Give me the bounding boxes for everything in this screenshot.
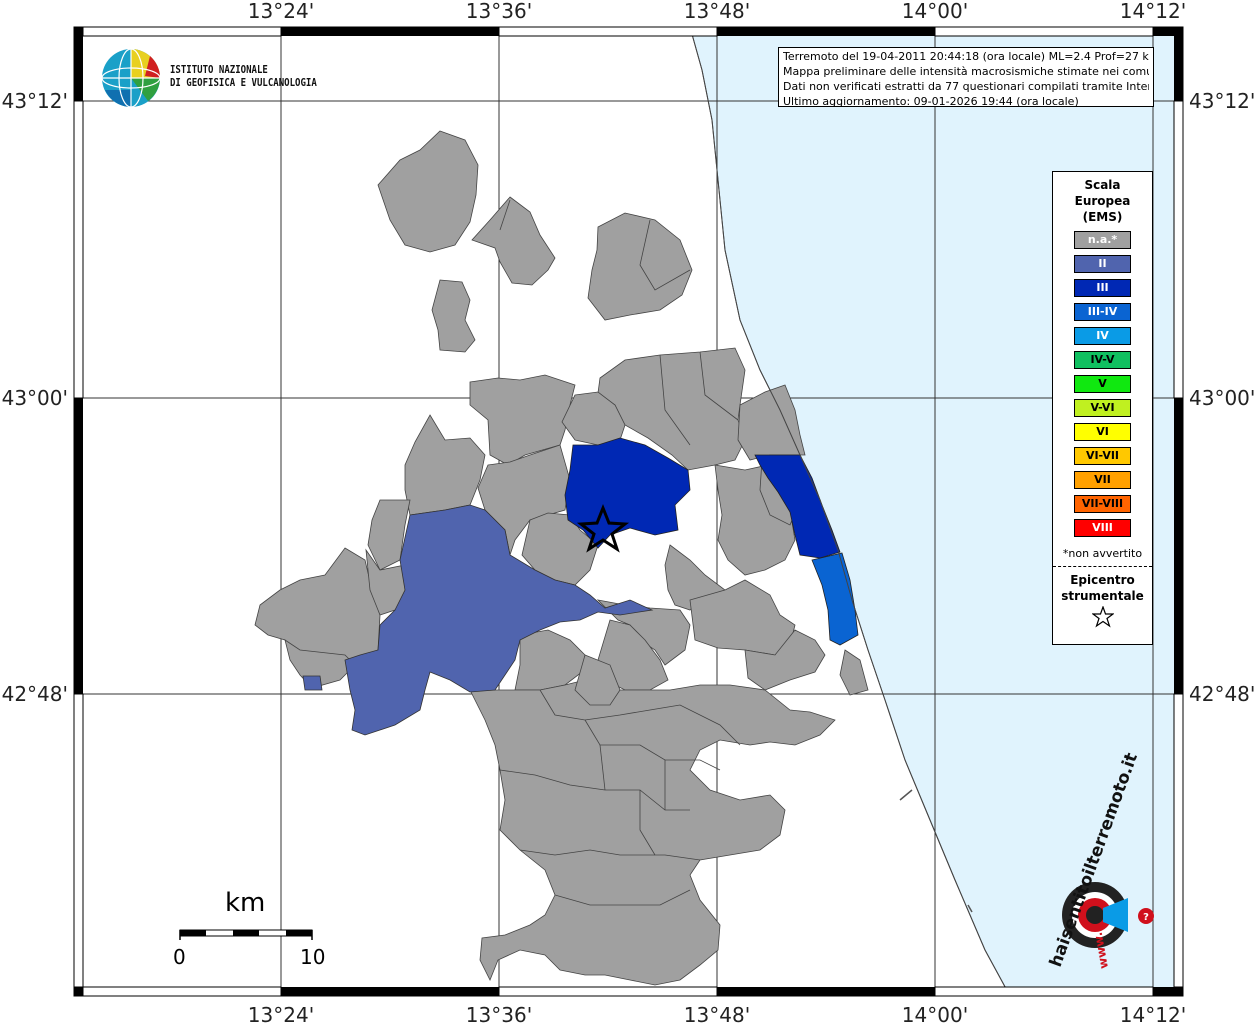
lat-labels-right: 43°12' 43°00' 42°48' (1189, 89, 1255, 706)
haisentito-www-text: www. (1091, 931, 1111, 970)
municipality-intensity-III (564, 437, 691, 549)
legend-title-line: Scala (1084, 178, 1121, 192)
legend-epicenter-line: Epicentro (1070, 573, 1135, 587)
legend-epicenter-label: Epicentro strumentale (1053, 572, 1152, 604)
municipalities-II (302, 504, 654, 736)
legend-items: n.a.* II III III-IV IV IV-V V V-VI VI VI-VII VII VI… (1053, 231, 1152, 537)
legend-epicenter-line: strumentale (1061, 589, 1144, 603)
lat-label: 43°00' (2, 386, 68, 410)
legend-item: II (1074, 255, 1131, 273)
municipality-intensity-II (344, 504, 654, 736)
ingv-globe-icon (101, 48, 161, 108)
lon-label: 13°36' (466, 1003, 532, 1024)
legend-item: III (1074, 279, 1131, 297)
legend-item: VII-VIII (1074, 495, 1131, 513)
municipality-intensity-II-small (302, 675, 323, 691)
legend-item: VI-VII (1074, 447, 1131, 465)
municipality (737, 384, 806, 461)
lat-label: 43°12' (2, 89, 68, 113)
haisentito-logo-icon: ? (1062, 882, 1154, 948)
municipality-cluster-south (469, 679, 836, 986)
legend-star-icon (1053, 605, 1152, 632)
municipality (377, 130, 479, 253)
municipality (744, 629, 826, 691)
offshore-mark (967, 904, 973, 913)
municipality-intensity-III-coast (754, 454, 841, 559)
map-frame (73, 26, 1184, 997)
municipality (367, 499, 411, 571)
municipality (514, 629, 586, 691)
svg-text:?: ? (1143, 912, 1149, 923)
event-info-box: Terremoto del 19-04-2011 20:44:18 (ora l… (778, 47, 1154, 107)
municipality-boundaries (499, 199, 741, 906)
lon-label: 13°24' (248, 1003, 314, 1024)
municipalities-III-IV (811, 552, 859, 646)
legend-item: V-VI (1074, 399, 1131, 417)
offshore-mark (899, 789, 913, 801)
lon-label: 14°12' (1120, 1003, 1186, 1024)
event-info-line: Dati non verificati estratti da 77 quest… (783, 80, 1149, 93)
legend-item: V (1074, 375, 1131, 393)
lat-label: 42°48' (2, 682, 68, 706)
legend-item: IV-V (1074, 351, 1131, 369)
legend-item: VI (1074, 423, 1131, 441)
municipality (839, 649, 869, 696)
legend-item: VII (1074, 471, 1131, 489)
ingv-logo-text: ISTITUTO NAZIONALE DI GEOFISICA E VULCAN… (170, 64, 317, 90)
scale-end-label: 10 (300, 945, 326, 969)
lon-label: 13°36' (466, 0, 532, 23)
lat-label: 42°48' (1189, 682, 1255, 706)
legend-title-line: (EMS) (1082, 210, 1123, 224)
lon-labels-top: 13°24' 13°36' 13°48' 14°00' 14°12' (248, 0, 1186, 23)
legend-divider (1053, 566, 1152, 567)
ingv-logo-line: ISTITUTO NAZIONALE (170, 64, 268, 76)
municipality (574, 654, 621, 706)
lon-label: 13°48' (684, 0, 750, 23)
lon-label: 14°00' (902, 0, 968, 23)
legend-item: VIII (1074, 519, 1131, 537)
municipality (587, 212, 693, 321)
municipality (469, 374, 576, 466)
lat-label: 43°12' (1189, 89, 1255, 113)
municipalities-III (564, 437, 841, 559)
legend-item: n.a.* (1074, 231, 1131, 249)
scale-bar (179, 929, 313, 940)
legend-title: Scala Europea (EMS) (1053, 177, 1152, 225)
lon-label: 14°00' (902, 1003, 968, 1024)
lon-label: 14°12' (1120, 0, 1186, 23)
lon-label: 13°24' (248, 0, 314, 23)
municipality-intensity-III-IV (811, 552, 859, 646)
coastline (689, 26, 1011, 997)
municipalities-na (254, 130, 869, 986)
lat-label: 43°00' (1189, 386, 1255, 410)
epicenter-star (576, 503, 630, 553)
scale-unit-label: km (225, 888, 266, 918)
legend-note: *non avvertito (1062, 547, 1143, 560)
legend-item: III-IV (1074, 303, 1131, 321)
lon-label: 13°48' (684, 1003, 750, 1024)
lon-labels-bottom: 13°24' 13°36' 13°48' 14°00' 14°12' (248, 1003, 1186, 1024)
municipality (521, 512, 599, 586)
municipality (284, 639, 356, 689)
event-info-line: Terremoto del 19-04-2011 20:44:18 (ora l… (783, 50, 1149, 63)
event-info-line: Ultimo aggiornamento: 09-01-2026 19:44 (… (783, 95, 1079, 107)
legend-title-line: Europea (1074, 194, 1131, 208)
event-info-line: Mappa preliminare delle intensità macros… (783, 65, 1149, 78)
municipality (471, 196, 556, 286)
ingv-logo-line: DI GEOFISICA E VULCANOLOGIA (170, 77, 317, 89)
legend-item: IV (1074, 327, 1131, 345)
ems-legend: Scala Europea (EMS) n.a.* II III III-IV IV IV… (1052, 171, 1153, 645)
scale-start-label: 0 (173, 945, 186, 969)
lat-labels-left: 43°12' 43°00' 42°48' (2, 89, 68, 706)
municipality (431, 279, 476, 353)
